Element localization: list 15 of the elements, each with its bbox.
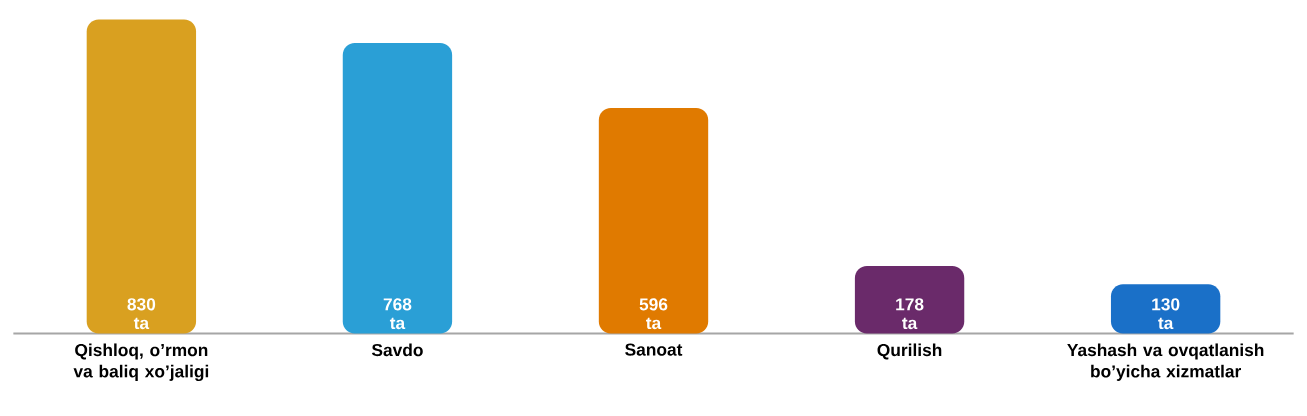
data-label: 830 ta <box>127 298 156 330</box>
bar <box>598 108 709 334</box>
bar <box>1110 284 1221 334</box>
bar <box>342 43 453 334</box>
x-tick-label: Qurilish <box>877 343 942 360</box>
data-label: 130 ta <box>1152 298 1180 330</box>
data-label: 596 ta <box>639 298 668 330</box>
data-label: 178 ta <box>896 298 924 330</box>
x-tick-label: Savdo <box>371 343 423 357</box>
data-label: 768 ta <box>383 298 412 330</box>
x-tick-label: Sanoat <box>625 343 683 356</box>
x-tick-label: Yashash va ovqatlanish bo’yicha xizmatlar <box>1067 343 1264 381</box>
bar <box>854 266 965 334</box>
bar <box>86 19 197 334</box>
x-tick-label: Qishloq, o’rmon va baliq xo’jaligi <box>73 343 209 381</box>
